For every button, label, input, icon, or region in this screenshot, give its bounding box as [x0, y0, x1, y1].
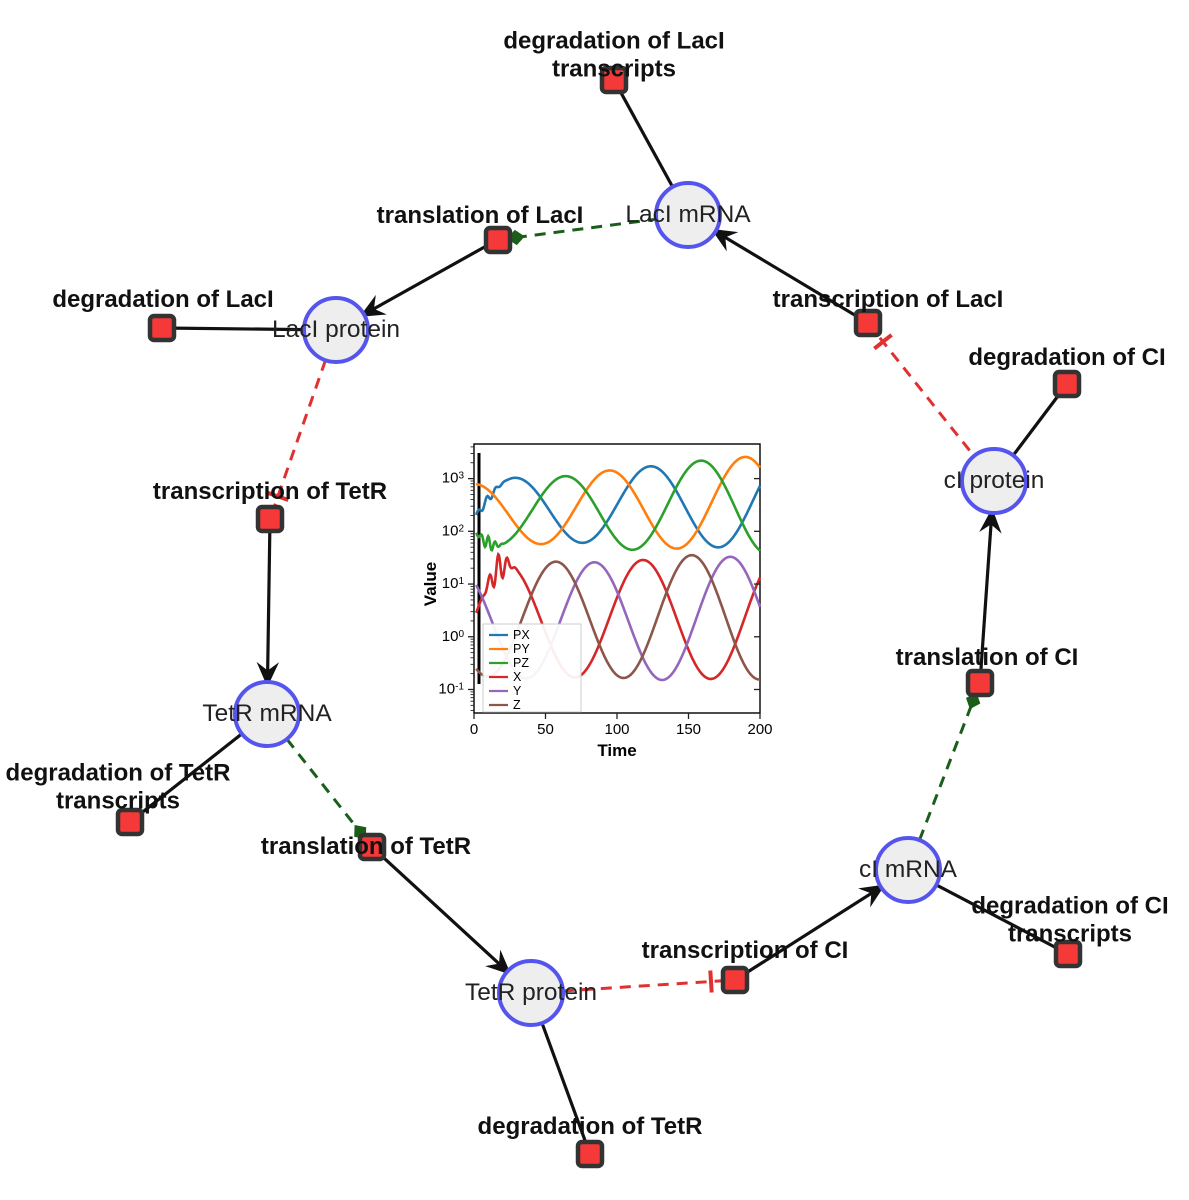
svg-text:100: 100: [442, 628, 465, 645]
svg-text:PX: PX: [513, 628, 530, 642]
svg-text:Z: Z: [513, 698, 521, 712]
svg-text:Value: Value: [421, 562, 440, 606]
svg-text:100: 100: [604, 721, 629, 738]
svg-text:101: 101: [442, 575, 465, 592]
svg-text:150: 150: [676, 721, 701, 738]
svg-text:103: 103: [442, 470, 465, 487]
svg-text:Y: Y: [513, 684, 522, 698]
svg-text:200: 200: [747, 721, 772, 738]
svg-text:Time: Time: [597, 741, 636, 760]
svg-text:102: 102: [442, 522, 465, 539]
svg-text:0: 0: [470, 721, 478, 738]
svg-text:10-1: 10-1: [438, 680, 464, 697]
svg-text:X: X: [513, 670, 522, 684]
svg-text:50: 50: [537, 721, 554, 738]
svg-text:PZ: PZ: [513, 656, 529, 670]
svg-text:PY: PY: [513, 642, 530, 656]
